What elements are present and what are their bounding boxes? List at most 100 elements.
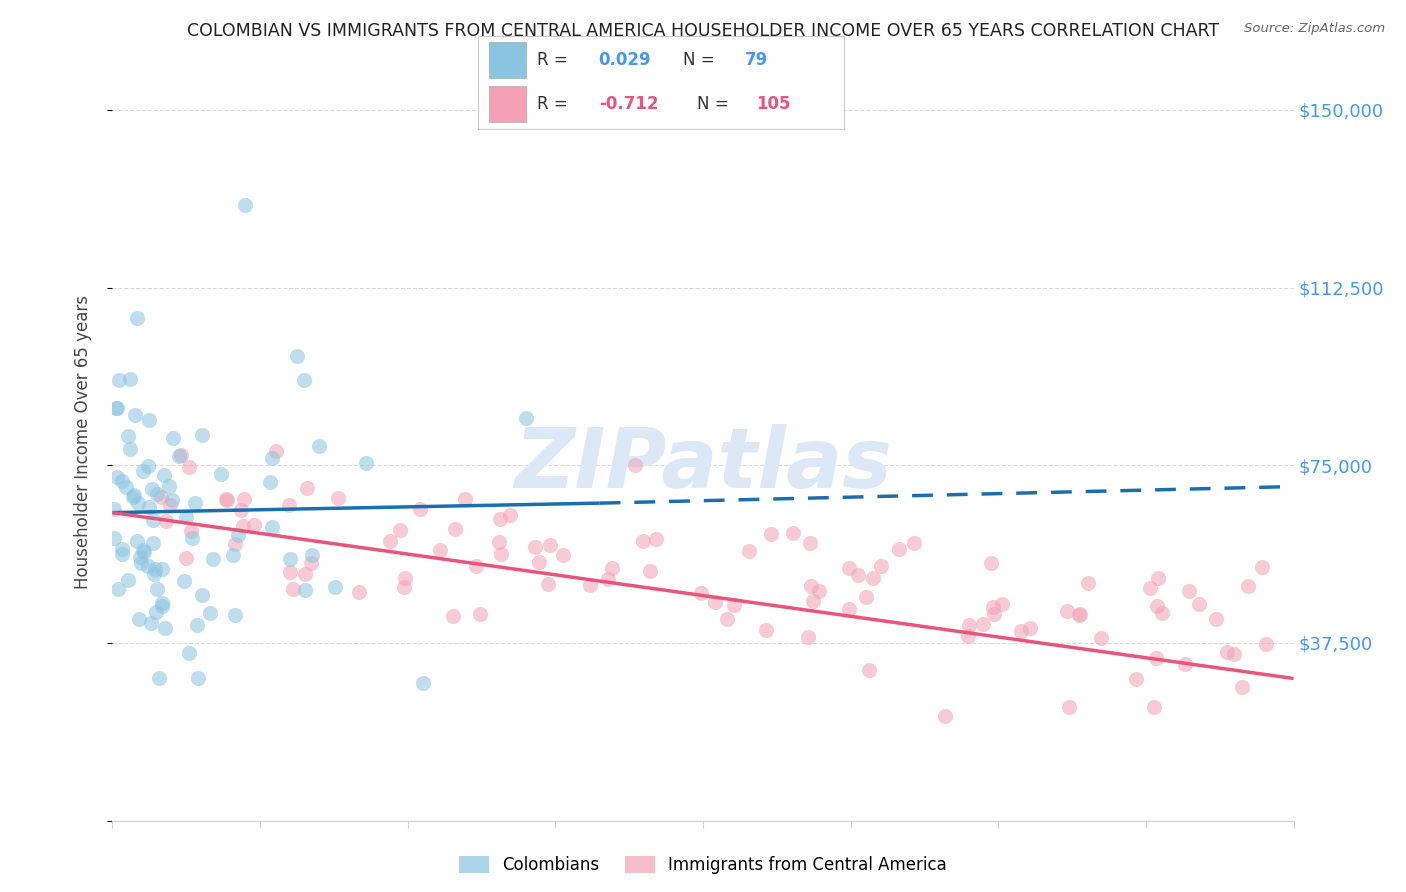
Point xyxy=(294,582,316,597)
Point xyxy=(117,429,139,443)
Point xyxy=(260,450,283,465)
Point xyxy=(103,531,125,545)
Point xyxy=(231,502,253,516)
Point xyxy=(538,538,561,552)
Point xyxy=(408,501,430,516)
Point xyxy=(862,571,884,585)
Point xyxy=(690,585,713,599)
Point xyxy=(125,534,148,549)
Point xyxy=(624,458,647,473)
Text: 0.029: 0.029 xyxy=(599,51,651,69)
Point xyxy=(308,439,330,453)
Point xyxy=(858,663,880,677)
Point xyxy=(180,531,202,545)
Y-axis label: Householder Income Over 65 years: Householder Income Over 65 years xyxy=(73,294,91,589)
Point xyxy=(991,597,1014,611)
Point xyxy=(117,573,139,587)
Point xyxy=(887,541,910,556)
Point xyxy=(468,607,491,622)
Point xyxy=(224,607,246,622)
Point xyxy=(1010,624,1032,638)
Point xyxy=(489,512,512,526)
Point xyxy=(132,464,155,478)
Point xyxy=(392,580,415,594)
Point xyxy=(347,584,370,599)
Point xyxy=(1230,681,1253,695)
Point xyxy=(1173,657,1195,672)
Point xyxy=(264,444,287,458)
Point xyxy=(354,456,377,470)
Point xyxy=(703,594,725,608)
Point xyxy=(957,618,980,632)
Point xyxy=(454,491,477,506)
Point xyxy=(1178,584,1201,599)
Point xyxy=(755,623,778,637)
Point xyxy=(846,567,869,582)
Point xyxy=(553,548,575,562)
Point xyxy=(108,373,131,387)
Point xyxy=(243,517,266,532)
Point xyxy=(323,580,346,594)
Text: R =: R = xyxy=(537,95,572,113)
Point xyxy=(278,565,301,579)
Point xyxy=(1237,579,1260,593)
Bar xyxy=(489,87,526,122)
Point xyxy=(217,493,239,508)
Point xyxy=(180,524,202,538)
Point xyxy=(292,373,315,387)
Point xyxy=(103,502,125,516)
Point xyxy=(107,582,129,597)
Bar xyxy=(489,42,526,78)
Point xyxy=(488,535,510,549)
Point xyxy=(232,518,254,533)
Point xyxy=(150,596,173,610)
Point xyxy=(150,562,173,576)
Point xyxy=(808,584,831,599)
Point xyxy=(105,401,128,416)
Point xyxy=(111,547,134,561)
Point xyxy=(177,646,200,660)
Point xyxy=(148,672,170,686)
Point xyxy=(129,549,152,564)
Point xyxy=(1250,560,1272,574)
Point xyxy=(1090,631,1112,645)
Point xyxy=(499,508,522,523)
Point xyxy=(981,599,1004,614)
Text: 105: 105 xyxy=(756,95,790,113)
Point xyxy=(141,513,163,527)
Point xyxy=(262,520,284,534)
Point xyxy=(149,490,172,504)
Point xyxy=(145,605,167,619)
Point xyxy=(644,532,666,546)
Point xyxy=(429,542,451,557)
Point xyxy=(183,496,205,510)
Point xyxy=(124,408,146,422)
Point xyxy=(226,527,249,541)
Point xyxy=(578,578,600,592)
Point xyxy=(122,488,145,502)
Point xyxy=(107,401,129,416)
Point xyxy=(527,555,550,569)
Point xyxy=(956,629,979,643)
Point xyxy=(159,498,181,512)
Point xyxy=(127,496,149,510)
Point xyxy=(120,442,142,456)
Point xyxy=(155,621,177,635)
Point xyxy=(162,431,184,445)
Point xyxy=(142,536,165,550)
Text: -0.712: -0.712 xyxy=(599,95,658,113)
Point xyxy=(141,482,163,496)
Point xyxy=(1216,645,1239,659)
Point xyxy=(111,541,134,556)
Point xyxy=(1152,606,1174,620)
Point xyxy=(800,579,823,593)
Point xyxy=(326,491,349,506)
Text: N =: N = xyxy=(697,95,734,113)
Text: Source: ZipAtlas.com: Source: ZipAtlas.com xyxy=(1244,22,1385,36)
Point xyxy=(198,606,221,620)
Point xyxy=(281,582,304,597)
Point xyxy=(801,594,824,608)
Point xyxy=(972,616,994,631)
Point xyxy=(259,475,281,489)
Point xyxy=(1077,575,1099,590)
